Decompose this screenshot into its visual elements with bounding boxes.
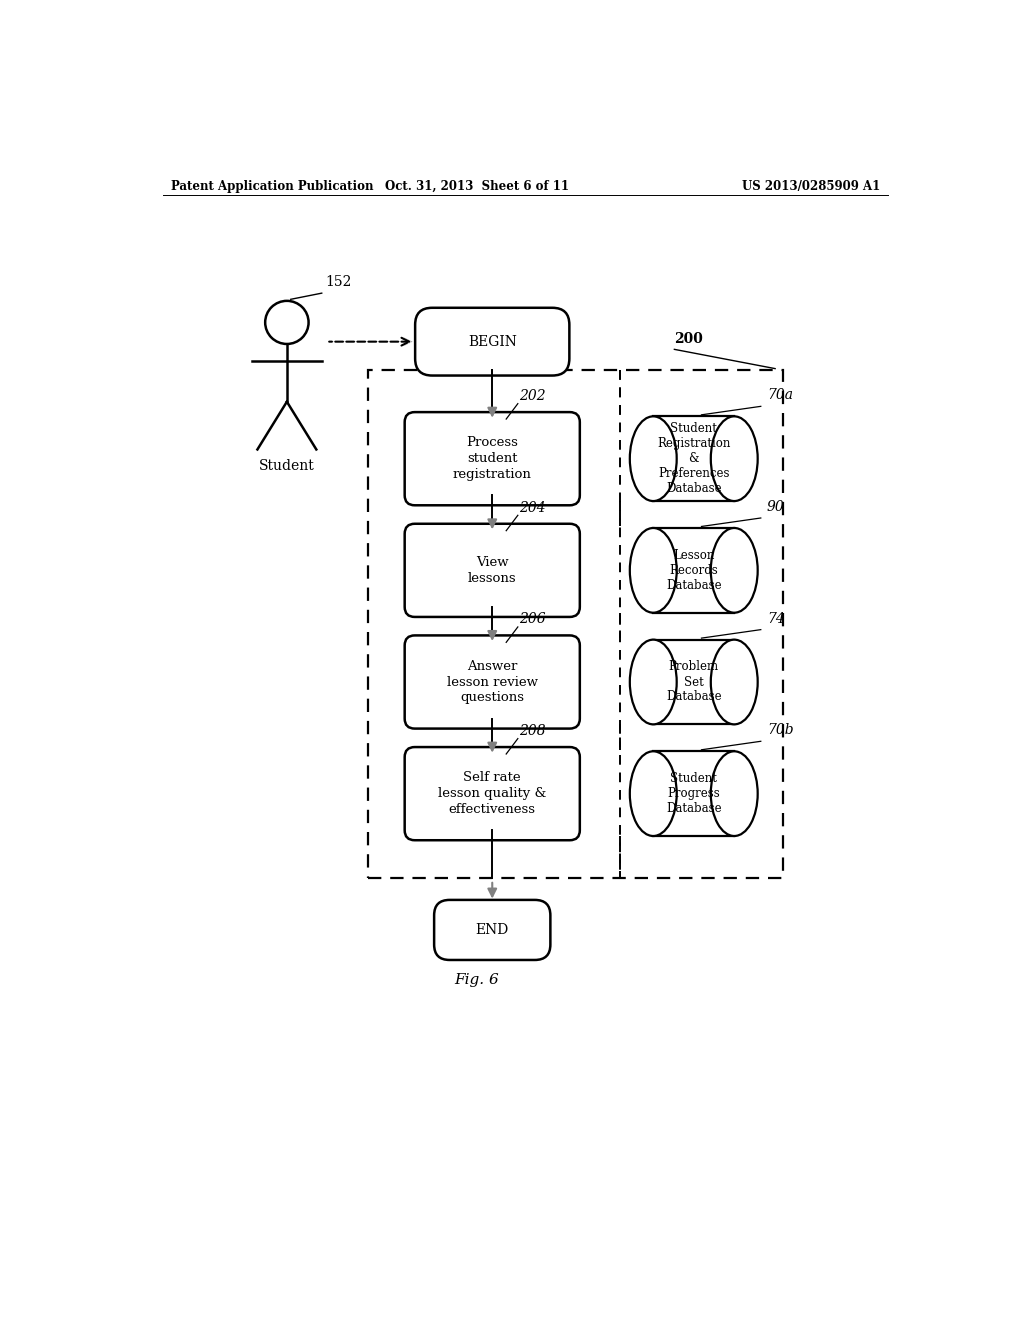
Text: 208: 208 — [519, 723, 546, 738]
Bar — [369, 370, 783, 878]
Text: Patent Application Publication: Patent Application Publication — [171, 180, 373, 193]
Text: Oct. 31, 2013  Sheet 6 of 11: Oct. 31, 2013 Sheet 6 of 11 — [385, 180, 568, 193]
Text: 70a: 70a — [767, 388, 793, 403]
Text: View
lessons: View lessons — [468, 556, 516, 585]
Bar — [653, 528, 734, 612]
Text: Student
Progress
Database: Student Progress Database — [666, 772, 722, 816]
Text: 90: 90 — [767, 500, 784, 515]
FancyBboxPatch shape — [404, 524, 580, 616]
Text: 152: 152 — [326, 276, 352, 289]
Ellipse shape — [630, 640, 677, 725]
Text: Student
Registration
&
Preferences
Database: Student Registration & Preferences Datab… — [657, 422, 730, 495]
Text: END: END — [475, 923, 509, 937]
Ellipse shape — [711, 528, 758, 612]
FancyBboxPatch shape — [434, 900, 550, 960]
Ellipse shape — [630, 751, 677, 836]
Bar — [653, 751, 734, 836]
Text: Answer
lesson review
questions: Answer lesson review questions — [446, 660, 538, 705]
FancyBboxPatch shape — [404, 747, 580, 841]
Text: 70b: 70b — [767, 723, 794, 738]
Ellipse shape — [630, 416, 677, 502]
Text: Fig. 6: Fig. 6 — [455, 973, 499, 987]
Text: 74: 74 — [767, 611, 784, 626]
Text: Problem
Set
Database: Problem Set Database — [666, 660, 722, 704]
Text: US 2013/0285909 A1: US 2013/0285909 A1 — [741, 180, 880, 193]
Text: 206: 206 — [519, 612, 546, 626]
FancyBboxPatch shape — [404, 635, 580, 729]
Text: Lesson
Records
Database: Lesson Records Database — [666, 549, 722, 591]
FancyBboxPatch shape — [415, 308, 569, 376]
Ellipse shape — [711, 751, 758, 836]
Bar — [653, 640, 734, 725]
Ellipse shape — [711, 416, 758, 502]
Text: Student: Student — [259, 459, 314, 473]
Text: 202: 202 — [519, 389, 546, 403]
Text: BEGIN: BEGIN — [468, 335, 517, 348]
Ellipse shape — [711, 640, 758, 725]
Text: 200: 200 — [675, 333, 703, 346]
Ellipse shape — [630, 528, 677, 612]
Bar — [653, 416, 734, 502]
FancyBboxPatch shape — [404, 412, 580, 506]
Text: Process
student
registration: Process student registration — [453, 436, 531, 482]
Text: 204: 204 — [519, 500, 546, 515]
Text: Self rate
lesson quality &
effectiveness: Self rate lesson quality & effectiveness — [438, 771, 547, 816]
